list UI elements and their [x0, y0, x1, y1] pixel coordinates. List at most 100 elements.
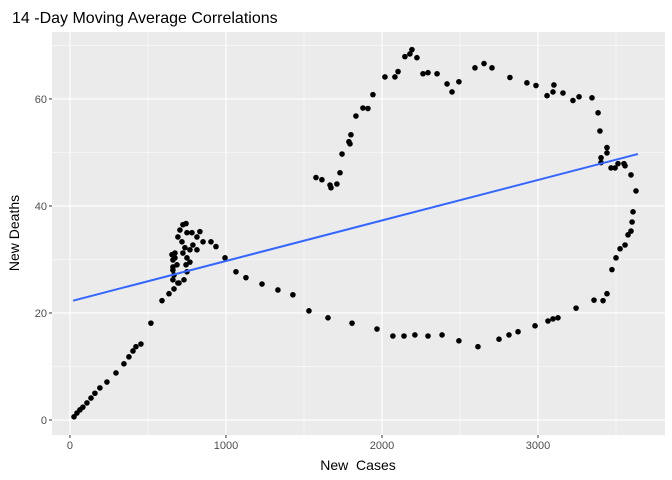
data-point [97, 385, 103, 391]
data-point [175, 280, 181, 286]
data-point [319, 176, 325, 183]
data-point [414, 54, 420, 61]
data-point [622, 242, 628, 248]
data-point [576, 93, 582, 100]
data-point [401, 333, 407, 339]
y-tick-label: 40 [35, 201, 47, 213]
data-point [339, 151, 345, 157]
data-point [148, 320, 154, 326]
data-point [172, 255, 178, 261]
data-point [374, 326, 380, 332]
data-point [190, 242, 196, 248]
data-point [365, 105, 371, 112]
data-point [475, 343, 481, 350]
data-point [88, 395, 94, 401]
data-point [570, 97, 576, 104]
data-point [189, 229, 195, 236]
data-point [170, 276, 176, 283]
data-point [290, 291, 296, 298]
data-point [166, 290, 172, 297]
data-point [243, 274, 249, 281]
data-point [630, 209, 636, 215]
data-point [187, 259, 193, 265]
data-point [194, 247, 200, 253]
data-point [183, 262, 189, 268]
data-point [551, 82, 557, 88]
x-tick-label: 3000 [526, 440, 550, 452]
data-point [395, 68, 401, 75]
data-point [409, 46, 415, 53]
data-point [407, 51, 413, 57]
data-point [625, 232, 631, 238]
data-point [604, 150, 610, 156]
data-point [184, 229, 190, 236]
x-tick-label: 2000 [370, 440, 394, 452]
data-point [615, 160, 621, 167]
plot-panel [52, 32, 665, 435]
data-point [612, 165, 618, 171]
data-point [213, 243, 219, 250]
data-point [600, 297, 606, 304]
x-axis-label: New Cases [320, 457, 395, 473]
data-point [550, 316, 556, 322]
data-point [595, 110, 601, 116]
y-tick-label: 20 [35, 308, 47, 320]
data-point [259, 281, 265, 287]
data-point [506, 332, 512, 338]
data-point [138, 341, 144, 347]
data-point [334, 181, 340, 187]
y-axis-label: New Deaths [6, 195, 22, 271]
data-point [604, 144, 610, 151]
data-point [533, 82, 539, 89]
data-point [171, 286, 177, 292]
data-point [349, 320, 355, 326]
data-point [121, 361, 127, 367]
trend-line-group [72, 153, 639, 302]
data-point [275, 287, 281, 293]
data-point [182, 244, 188, 251]
y-tick-label: 0 [41, 415, 47, 427]
data-point [348, 131, 354, 138]
data-point [174, 262, 180, 268]
data-point [591, 297, 597, 303]
x-tick-label: 1000 [214, 440, 238, 452]
data-point [425, 333, 431, 339]
data-point [633, 188, 639, 194]
data-point [208, 238, 214, 245]
data-point [629, 219, 635, 225]
data-point [589, 95, 595, 101]
data-point [425, 69, 431, 76]
data-point [347, 141, 353, 147]
data-point [573, 305, 579, 311]
data-point [80, 404, 86, 410]
data-point [170, 267, 176, 273]
data-point [360, 105, 366, 111]
data-point [353, 113, 359, 119]
data-point [370, 91, 376, 98]
data-point [545, 318, 551, 324]
data-point [496, 336, 502, 343]
data-point [472, 65, 478, 71]
data-point [390, 333, 396, 339]
data-point [183, 220, 189, 227]
data-point [126, 354, 132, 360]
data-point [187, 247, 193, 253]
data-point [172, 250, 178, 256]
data-point [434, 70, 440, 77]
data-points [71, 46, 639, 420]
data-point [133, 343, 139, 350]
y-tick-label: 60 [35, 94, 47, 106]
data-point [337, 169, 343, 176]
data-point [180, 250, 186, 256]
data-point [412, 332, 418, 338]
x-tick-label: 0 [67, 440, 73, 452]
data-point [524, 80, 530, 86]
data-point [159, 297, 165, 304]
data-point [197, 228, 203, 235]
data-point [382, 74, 388, 80]
data-point [550, 89, 556, 95]
data-point [184, 255, 190, 261]
data-point [179, 238, 185, 245]
data-point [489, 65, 495, 71]
